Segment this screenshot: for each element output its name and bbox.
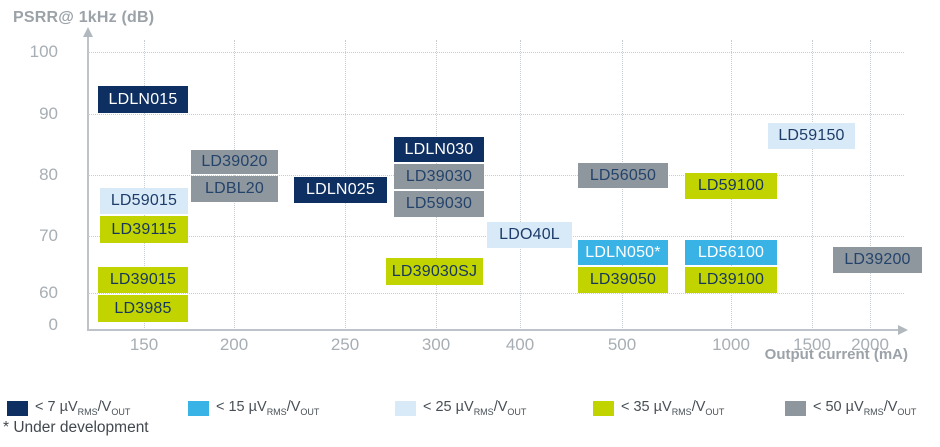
- product-box-ld3985: LD3985: [98, 295, 188, 322]
- gridline-x-400: [520, 40, 521, 328]
- legend-item-lt35: < 35 µVRMS/VOUT: [593, 398, 724, 418]
- product-box-ld39100: LD39100: [685, 267, 777, 293]
- legend-label-lt25: < 25 µVRMS/VOUT: [423, 399, 527, 417]
- product-box-ld56050: LD56050: [578, 163, 668, 188]
- x-tick-label-500: 500: [607, 335, 637, 354]
- product-box-ldln030: LDLN030: [394, 137, 484, 162]
- product-box-ldo40l: LDO40L: [487, 222, 572, 248]
- product-box-ld39020: LD39020: [191, 150, 278, 174]
- x-tick-label-2000: 2000: [851, 335, 889, 354]
- x-tick-label-250: 250: [330, 335, 360, 354]
- under-development-note: * Under development: [3, 419, 149, 436]
- product-box-ld59150: LD59150: [768, 123, 855, 149]
- x-tick-label-1000: 1000: [712, 335, 750, 354]
- gridline-x-2000: [870, 40, 871, 328]
- y-tick-label-60: 60: [39, 283, 58, 302]
- legend-swatch-lt35: [593, 400, 614, 416]
- x-axis-title: Output current (mA): [764, 346, 908, 363]
- product-box-ld39115: LD39115: [100, 216, 188, 243]
- x-tick-label-400: 400: [505, 335, 535, 354]
- y-tick-label-100: 100: [29, 42, 58, 61]
- product-box-ld56100: LD56100: [685, 240, 777, 265]
- gridline-y-100: [88, 52, 904, 53]
- legend-label-lt7: < 7 µVRMS/VOUT: [35, 399, 131, 417]
- product-box-ld59100: LD59100: [685, 173, 777, 199]
- gridline-x-150: [144, 40, 145, 328]
- x-tick-label-150: 150: [129, 335, 159, 354]
- y-tick-label-90: 90: [39, 104, 58, 123]
- y-tick-label-70: 70: [39, 226, 58, 245]
- product-box-ld59030: LD59030: [394, 191, 484, 217]
- gridline-x-1500: [812, 40, 813, 328]
- x-tick-label-1500: 1500: [793, 335, 831, 354]
- product-box-ldln050: LDLN050*: [578, 240, 668, 265]
- gridline-y-80: [88, 175, 904, 176]
- y-tick-label-0: 0: [48, 315, 58, 334]
- legend-label-lt35: < 35 µVRMS/VOUT: [621, 399, 725, 417]
- product-box-ld39030: LD39030: [394, 164, 484, 189]
- legend-swatch-lt15: [188, 400, 209, 416]
- x-tick-label-200: 200: [219, 335, 249, 354]
- legend-swatch-lt50: [785, 400, 806, 416]
- legend-item-lt50: < 50 µVRMS/VOUT: [785, 398, 916, 418]
- product-box-ld39200: LD39200: [833, 247, 922, 273]
- legend-swatch-lt7: [7, 400, 28, 416]
- product-box-ld39050: LD39050: [578, 267, 668, 293]
- product-box-ld39030sj: LD39030SJ: [386, 258, 483, 285]
- y-axis-title: PSRR@ 1kHz (dB): [13, 9, 155, 26]
- product-box-ldln025: LDLN025: [294, 177, 387, 203]
- product-box-ldbl20: LDBL20: [191, 176, 278, 202]
- legend-item-lt25: < 25 µVRMS/VOUT: [395, 398, 526, 418]
- legend-item-lt15: < 15 µVRMS/VOUT: [188, 398, 319, 418]
- y-axis-line: [87, 36, 89, 330]
- legend-swatch-lt25: [395, 400, 416, 416]
- legend-label-lt15: < 15 µVRMS/VOUT: [216, 399, 320, 417]
- x-axis-arrow-icon: [898, 325, 908, 335]
- product-box-ldln015: LDLN015: [98, 86, 188, 113]
- y-axis-arrow-icon: [83, 27, 93, 37]
- y-tick-label-80: 80: [39, 165, 58, 184]
- x-axis-line: [87, 329, 899, 331]
- x-tick-label-300: 300: [421, 335, 451, 354]
- product-box-ld59015: LD59015: [100, 188, 188, 214]
- gridline-y-90: [88, 114, 904, 115]
- legend-label-lt50: < 50 µVRMS/VOUT: [813, 399, 917, 417]
- gridline-y-60: [88, 293, 904, 294]
- legend-item-lt7: < 7 µVRMS/VOUT: [7, 398, 130, 418]
- product-box-ld39015: LD39015: [98, 267, 188, 293]
